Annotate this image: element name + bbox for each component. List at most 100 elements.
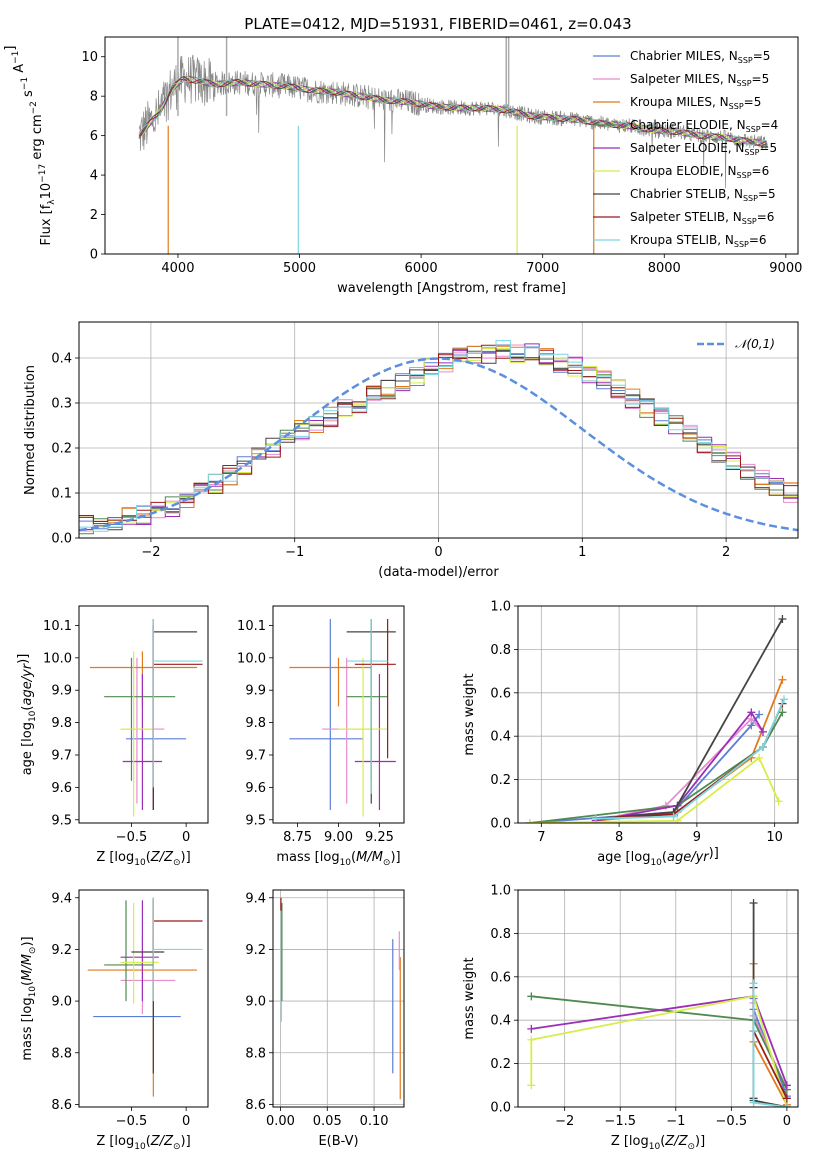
y-tick-label: 9.2 bbox=[245, 943, 266, 958]
series-marker bbox=[749, 899, 758, 908]
plot-area-mass_vs_Z bbox=[87, 897, 203, 1097]
y-tick-label: 9.6 bbox=[245, 781, 266, 796]
x-tick-label: 2 bbox=[722, 545, 730, 560]
x-tick-label: 9000 bbox=[769, 261, 802, 276]
y-tick-label: 0.4 bbox=[490, 1014, 511, 1029]
x-axis-label: Z [log10(Z/Z⊙)] bbox=[611, 1134, 705, 1152]
panel-massweight_vs_Z: −2 −1.5 −1 −0.5 0 0.0 0.2 0.4 0.6 0.8 1.0 Z [log10(… bbox=[462, 884, 799, 1152]
x-tick-label: −0.5 bbox=[716, 1114, 748, 1129]
panel-massweight_vs_age: 7 8 9 10 0.0 0.2 0.4 0.6 0.8 1.0 age [log10(age/yr… bbox=[462, 600, 799, 868]
y-tick-label: 1.0 bbox=[490, 600, 511, 615]
y-tick-label: 0.1 bbox=[51, 487, 72, 502]
axes-frame bbox=[517, 605, 799, 824]
series-marker bbox=[669, 812, 678, 821]
series-marker bbox=[527, 1024, 536, 1033]
plot-area-age_vs_mass bbox=[289, 618, 396, 817]
legend-label: Kroupa STELIB, NSSP=6 bbox=[630, 233, 767, 249]
y-tick-label: 8 bbox=[90, 90, 98, 105]
legend-label: Kroupa MILES, NSSP=5 bbox=[630, 95, 761, 111]
y-tick-label: 10 bbox=[81, 50, 98, 65]
y-tick-label: 8.8 bbox=[51, 1046, 72, 1061]
series-marker bbox=[778, 708, 787, 717]
y-tick-label: 0.0 bbox=[51, 532, 72, 547]
x-tick-label: −1 bbox=[285, 545, 304, 560]
figure-title: PLATE=0412, MJD=51931, FIBERID=0461, z=0… bbox=[244, 15, 631, 33]
x-tick-label: −1.5 bbox=[604, 1114, 636, 1129]
y-axis-label: age [log10(age/yr)] bbox=[16, 654, 38, 776]
legend-label: Salpeter MILES, NSSP=5 bbox=[630, 72, 769, 88]
series-marker bbox=[747, 708, 756, 717]
series-marker bbox=[782, 1081, 791, 1090]
x-tick-label: 10 bbox=[766, 830, 783, 845]
plot-area-massweight_vs_age bbox=[525, 615, 788, 823]
model-line-salpeter-stelib bbox=[138, 78, 767, 146]
series-line-chabrier-elodie bbox=[529, 711, 784, 823]
y-tick-label: 1.0 bbox=[490, 884, 511, 899]
series-marker bbox=[782, 1103, 791, 1107]
histogram-kroupa-stelib bbox=[79, 340, 798, 532]
y-tick-label: 10.0 bbox=[237, 651, 266, 666]
x-tick-label: −0.5 bbox=[116, 1114, 148, 1129]
x-axis-label: wavelength [Angstrom, rest frame] bbox=[337, 281, 566, 296]
series-marker bbox=[759, 727, 767, 736]
y-axis-label: Flux [fλ10−17 erg cm−2 s−1 A−1] bbox=[3, 46, 57, 246]
panel-spectrum: 4000 5000 6000 7000 8000 9000 0 2 4 6 8 10 wavelengt… bbox=[3, 36, 802, 296]
x-axis-label: mass [log10(M/M⊙)] bbox=[276, 850, 400, 868]
series-marker bbox=[749, 1098, 758, 1107]
series-marker bbox=[525, 819, 534, 823]
axes-frame bbox=[517, 889, 799, 1108]
x-tick-label: 9.25 bbox=[365, 830, 394, 845]
y-tick-label: 9.8 bbox=[51, 716, 72, 731]
x-tick-label: −2 bbox=[555, 1114, 574, 1129]
y-tick-label: 0 bbox=[90, 248, 98, 263]
series-marker bbox=[749, 979, 758, 988]
y-tick-label: 8.6 bbox=[245, 1098, 266, 1113]
y-axis-label: mass weight bbox=[462, 673, 477, 755]
x-axis-label: Z [log10(Z/Z⊙)] bbox=[96, 850, 190, 868]
y-tick-label: 9.4 bbox=[245, 891, 266, 906]
series-line-kroupa-elodie bbox=[530, 995, 788, 1107]
series-line-salpeter-elodie bbox=[595, 710, 764, 822]
axes-frame bbox=[104, 36, 799, 255]
y-tick-label: 9.9 bbox=[51, 684, 72, 699]
model-line-kroupa-stelib bbox=[138, 77, 767, 146]
legend-label: Kroupa ELODIE, NSSP=6 bbox=[630, 164, 769, 180]
y-tick-label: 0.2 bbox=[51, 442, 72, 457]
y-tick-label: 9.0 bbox=[51, 995, 72, 1010]
series-marker bbox=[782, 1094, 791, 1103]
series-marker bbox=[527, 1081, 536, 1090]
y-tick-label: 0.3 bbox=[51, 397, 72, 412]
panel-age_vs_mass: 8.75 9.00 9.25 9.5 9.6 9.7 9.8 9.9 10.0 10.1 mass … bbox=[237, 605, 405, 868]
y-tick-label: 9.7 bbox=[245, 748, 266, 763]
legend-label: 𝒩(0,1) bbox=[735, 337, 775, 351]
x-axis-label: (data-model)/error bbox=[378, 565, 499, 580]
y-tick-label: 10.1 bbox=[237, 619, 266, 634]
series-marker bbox=[673, 816, 682, 823]
normal-curve bbox=[79, 357, 798, 532]
y-tick-label: 0.2 bbox=[490, 1057, 511, 1072]
y-tick-label: 4 bbox=[90, 169, 98, 184]
y-tick-label: 10.0 bbox=[43, 651, 72, 666]
y-tick-label: 0.4 bbox=[51, 352, 72, 367]
y-tick-label: 2 bbox=[90, 208, 98, 223]
y-tick-label: 0.4 bbox=[490, 730, 511, 745]
y-tick-label: 0.8 bbox=[490, 927, 511, 942]
y-tick-label: 9.8 bbox=[245, 716, 266, 731]
y-tick-label: 8.8 bbox=[245, 1046, 266, 1061]
series-marker bbox=[755, 710, 764, 719]
axes-frame bbox=[272, 605, 405, 824]
x-tick-label: 0 bbox=[783, 1114, 791, 1129]
y-tick-label: 6 bbox=[90, 129, 98, 144]
y-tick-label: 0.8 bbox=[490, 643, 511, 658]
x-tick-label: 8.75 bbox=[283, 830, 312, 845]
x-axis-label: age [log10(age/yr)] bbox=[597, 846, 719, 868]
histogram-chabrier-stelib bbox=[79, 348, 798, 531]
model-line-chabrier-stelib bbox=[138, 75, 767, 147]
y-axis-label: mass weight bbox=[462, 957, 477, 1039]
x-axis-label: E(B-V) bbox=[318, 1134, 358, 1149]
y-tick-label: 9.7 bbox=[51, 748, 72, 763]
series-line-kroupa-stelib bbox=[752, 983, 788, 1107]
y-tick-label: 9.6 bbox=[51, 781, 72, 796]
axes-frame bbox=[78, 605, 209, 824]
